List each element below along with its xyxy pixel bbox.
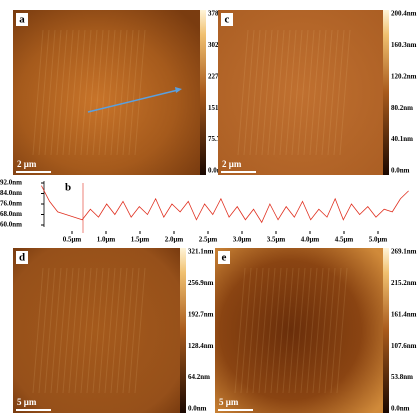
colorbar-label: 215.2nm xyxy=(391,279,417,287)
colorbar-label: 0.0nm xyxy=(391,405,410,413)
y-tick-label: 92.0nm xyxy=(0,179,22,187)
colorbar-label: 107.6nm xyxy=(391,342,417,350)
colorbar-label: 53.8nm xyxy=(391,373,413,381)
colorbar xyxy=(180,248,186,413)
colorbar-label: 192.7nm xyxy=(188,310,214,318)
colorbar xyxy=(383,248,389,413)
colorbar-label: 161.4nm xyxy=(391,310,417,318)
colorbar-label: 64.2nm xyxy=(188,373,210,381)
scale-bar-label: 5 μm xyxy=(219,397,239,407)
x-tick-label: 2.5μm xyxy=(199,236,218,244)
y-tick-label: 76.0nm xyxy=(0,200,22,208)
colorbar-label: 128.4nm xyxy=(188,342,214,350)
x-tick-label: 1.0μm xyxy=(97,236,116,244)
x-tick-label: 1.5μm xyxy=(131,236,150,244)
colorbar-label: 256.9nm xyxy=(188,279,214,287)
figure: 378.6nm302.9nm227.1nm151.4nm75.7nm0.0nma… xyxy=(0,0,419,413)
x-tick-label: 3.5μm xyxy=(267,236,286,244)
chart-label: b xyxy=(65,182,71,194)
colorbar-label: 269.1nm xyxy=(391,248,417,256)
x-tick-label: 0.5μm xyxy=(63,236,82,244)
scale-bar-label: 2 μm xyxy=(17,159,37,169)
panel-letter: e xyxy=(222,252,227,264)
colorbar-label: 0.0nm xyxy=(188,405,207,413)
x-tick-label: 4.0μm xyxy=(301,236,320,244)
colorbar-label: 40.1nm xyxy=(391,135,413,143)
profile-line xyxy=(41,186,408,223)
colorbar-label: 200.4nm xyxy=(391,10,417,18)
x-tick-label: 5.0μm xyxy=(369,236,388,244)
colorbar-label: 80.2nm xyxy=(391,104,413,112)
panel-letter: d xyxy=(19,252,25,264)
afm-image xyxy=(13,10,200,175)
colorbar xyxy=(383,10,389,175)
colorbar-label: 120.2nm xyxy=(391,72,417,80)
y-tick-label: 60.0nm xyxy=(0,221,22,229)
colorbar-label: 0.0nm xyxy=(391,167,410,175)
x-tick-label: 2.0μm xyxy=(165,236,184,244)
scale-bar-label: 2 μm xyxy=(222,159,242,169)
profile: 92.0nm 84.0nm 76.0nm 68.0nm 60.0nm 0.5μm 1.0μm… xyxy=(0,179,409,244)
panel-letter: c xyxy=(225,14,230,26)
x-tick-label: 3.0μm xyxy=(233,236,252,244)
y-tick-label: 68.0nm xyxy=(0,210,22,218)
y-tick-label: 84.0nm xyxy=(0,189,22,197)
scale-bar-label: 5 μm xyxy=(17,397,37,407)
panel-letter: a xyxy=(19,14,25,26)
colorbar-label: 321.1nm xyxy=(188,248,214,256)
colorbar xyxy=(200,10,206,175)
x-tick-label: 4.5μm xyxy=(335,236,354,244)
colorbar-label: 160.3nm xyxy=(391,41,417,49)
